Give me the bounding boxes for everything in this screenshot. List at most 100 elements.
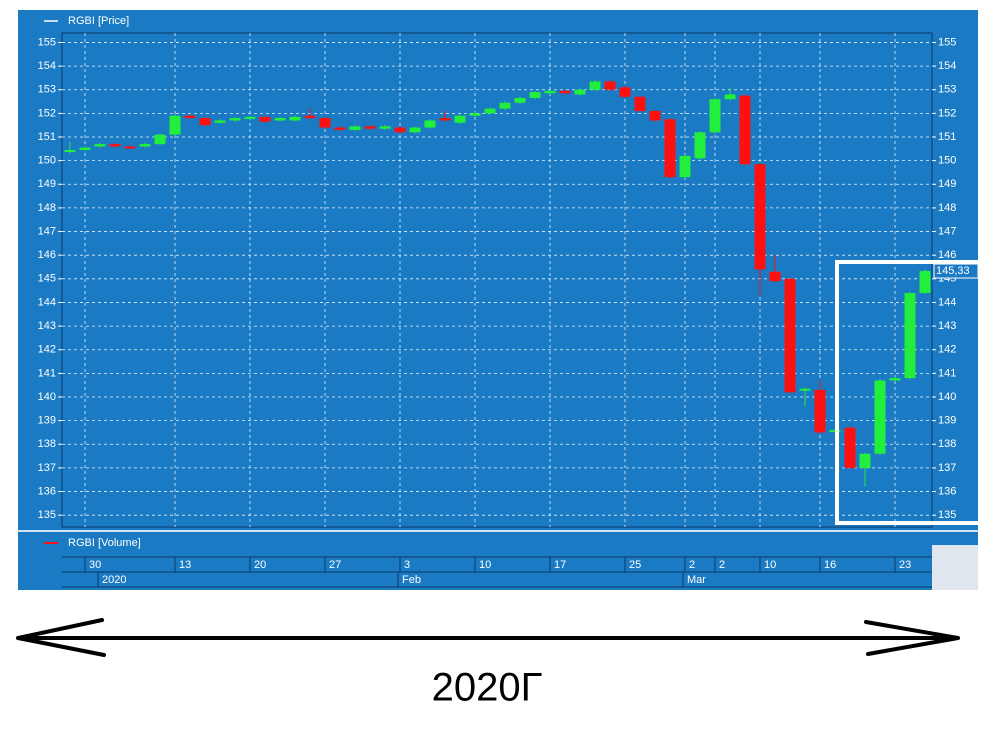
candles: 135 135 136 136 137 137 138 138 139 139 140 140 141 1… <box>38 33 979 587</box>
x-tick-label: 20 <box>254 559 266 571</box>
double-arrow <box>16 618 960 657</box>
x-tick-label: 16 <box>824 559 836 571</box>
candle-body <box>64 150 76 152</box>
legend-label: RGBI [Volume] <box>68 537 141 549</box>
y-tick-label: 155 <box>38 36 56 48</box>
candle-body <box>364 126 376 129</box>
y-tick-label: 147 <box>38 225 56 237</box>
candle-body <box>754 164 766 270</box>
candle-body <box>709 99 721 133</box>
candle-body <box>694 132 706 159</box>
candle-body <box>514 98 526 103</box>
candle-body <box>79 147 91 150</box>
candle-body <box>379 126 391 129</box>
candle-body <box>109 144 121 147</box>
candle-body <box>544 90 556 94</box>
candle-body <box>304 115 316 119</box>
y-tick-label: 146 <box>38 249 56 261</box>
y-tick-label: 150 <box>38 155 56 167</box>
x-tick-label: 13 <box>179 559 191 571</box>
caption: 2020Г <box>432 666 543 710</box>
y-tick-label: 148 <box>938 202 956 214</box>
candle-body <box>424 120 436 128</box>
candle-body <box>169 115 181 135</box>
candle-body <box>679 155 691 178</box>
y-tick-label: 137 <box>938 462 956 474</box>
period-label: Mar <box>687 574 706 586</box>
chart-panel <box>18 10 978 590</box>
x-tick-label: 23 <box>899 559 911 571</box>
candle-body <box>724 94 736 100</box>
candle-body <box>409 127 421 133</box>
y-tick-label: 154 <box>938 60 956 72</box>
candle-body <box>904 293 916 379</box>
y-tick-label: 136 <box>938 485 956 497</box>
candle-body <box>874 380 886 454</box>
y-tick-label: 137 <box>38 462 56 474</box>
y-tick-label: 139 <box>938 415 956 427</box>
last-value-label: 145,33 <box>936 265 970 277</box>
corner-area <box>932 545 978 590</box>
candle-body <box>784 278 796 393</box>
x-tick-label: 10 <box>479 559 491 571</box>
y-tick-label: 141 <box>38 367 56 379</box>
candle-body <box>349 126 361 130</box>
candle-body <box>919 271 931 293</box>
y-tick-label: 135 <box>38 509 56 521</box>
x-tick-label: 2 <box>719 559 725 571</box>
y-tick-label: 145 <box>38 273 56 285</box>
period-label: Feb <box>402 574 421 586</box>
y-tick-label: 151 <box>38 131 56 143</box>
y-tick-label: 151 <box>938 131 956 143</box>
y-tick-label: 148 <box>38 202 56 214</box>
y-tick-label: 140 <box>938 391 956 403</box>
candle-body <box>574 89 586 95</box>
y-tick-label: 149 <box>938 178 956 190</box>
y-tick-label: 144 <box>38 296 56 308</box>
plot-frame <box>61 32 933 528</box>
candle-body <box>619 87 631 97</box>
y-tick-label: 143 <box>938 320 956 332</box>
y-tick-label: 154 <box>38 60 56 72</box>
candle-body <box>664 119 676 178</box>
candle-body <box>814 389 826 433</box>
candle-body <box>394 127 406 133</box>
x-tick-label: 30 <box>89 559 101 571</box>
legend-label: RGBI [Price] <box>68 15 129 27</box>
candle-body <box>439 118 451 121</box>
candle-body <box>229 118 241 121</box>
period-label: 2020 <box>102 574 126 586</box>
y-tick-label: 147 <box>938 225 956 237</box>
candle-body <box>484 108 496 114</box>
y-tick-label: 153 <box>938 84 956 96</box>
x-tick-label: 10 <box>764 559 776 571</box>
y-tick-label: 138 <box>938 438 956 450</box>
y-tick-label: 138 <box>38 438 56 450</box>
last-value-box <box>933 263 979 279</box>
candle-body <box>334 127 346 130</box>
candle-body <box>634 96 646 111</box>
x-tick-label: 3 <box>404 559 410 571</box>
y-tick-label: 142 <box>38 344 56 356</box>
x-tick-label: 17 <box>554 559 566 571</box>
y-tick-label: 146 <box>938 249 956 261</box>
candle-body <box>844 427 856 468</box>
y-tick-label: 150 <box>938 155 956 167</box>
candle-body <box>289 116 301 121</box>
candle-body <box>244 116 256 119</box>
y-tick-label: 152 <box>38 107 56 119</box>
candle-body <box>889 378 901 381</box>
candle-body <box>799 388 811 391</box>
y-tick-label: 143 <box>38 320 56 332</box>
candle-body <box>739 95 751 165</box>
y-tick-label: 140 <box>38 391 56 403</box>
candle-body <box>859 453 871 468</box>
candle-body <box>469 113 481 116</box>
candle-body <box>319 118 331 128</box>
y-tick-label: 135 <box>938 509 956 521</box>
candle-body <box>259 116 271 122</box>
y-tick-label: 144 <box>938 296 956 308</box>
x-tick-label: 27 <box>329 559 341 571</box>
candle-body <box>139 144 151 147</box>
